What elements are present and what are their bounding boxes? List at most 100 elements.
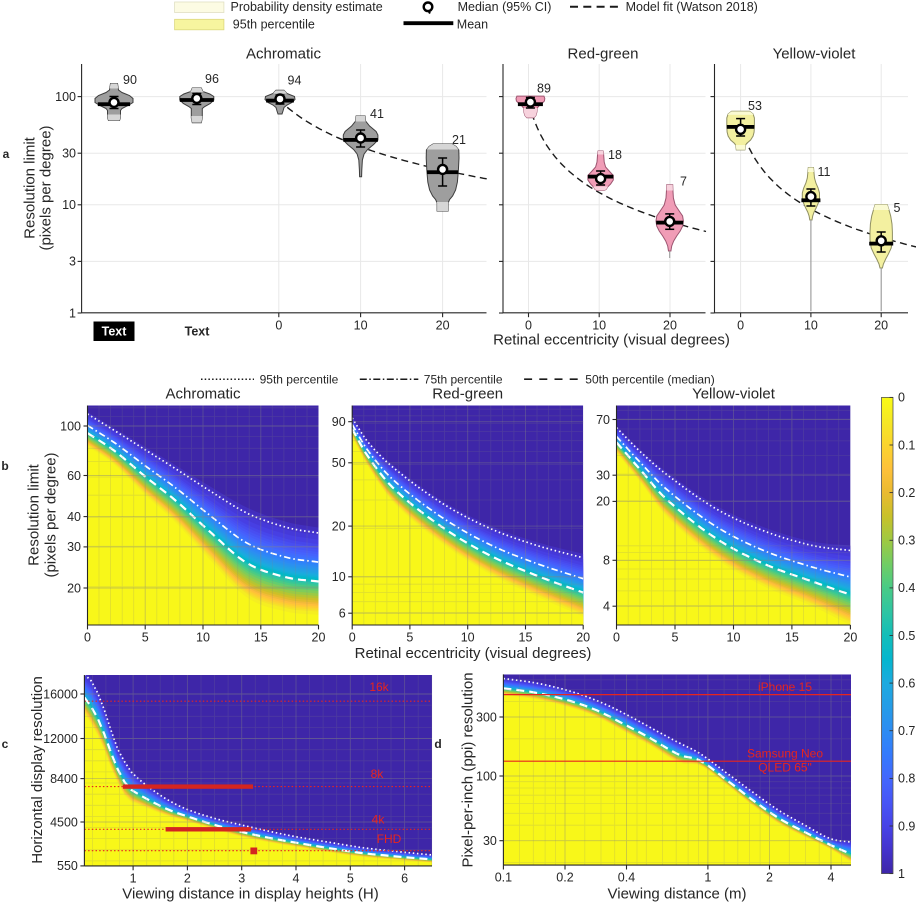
- svg-text:20: 20: [436, 319, 450, 333]
- svg-text:30: 30: [483, 834, 497, 848]
- svg-text:Text: Text: [185, 325, 211, 339]
- svg-text:a: a: [3, 147, 10, 161]
- svg-text:20: 20: [332, 519, 346, 533]
- svg-text:11: 11: [818, 165, 831, 179]
- svg-text:75th percentile: 75th percentile: [424, 373, 503, 387]
- svg-text:iPhone 15: iPhone 15: [758, 680, 812, 694]
- svg-text:10: 10: [332, 570, 346, 584]
- svg-text:20: 20: [67, 581, 81, 595]
- svg-text:8: 8: [603, 554, 610, 568]
- svg-text:40: 40: [67, 510, 81, 524]
- svg-text:1: 1: [898, 867, 905, 881]
- svg-text:5: 5: [672, 631, 679, 645]
- svg-text:5: 5: [347, 871, 354, 885]
- svg-text:FHD: FHD: [377, 832, 402, 846]
- svg-text:1: 1: [704, 871, 711, 885]
- svg-text:Viewing distance (m): Viewing distance (m): [608, 886, 747, 903]
- svg-text:16k: 16k: [369, 680, 389, 694]
- svg-text:Red-green: Red-green: [432, 386, 503, 403]
- svg-text:10: 10: [461, 631, 475, 645]
- svg-text:Retinal eccentricity (visual d: Retinal eccentricity (visual degrees): [355, 645, 592, 662]
- svg-text:20: 20: [843, 631, 857, 645]
- svg-text:0.1: 0.1: [495, 871, 512, 885]
- svg-text:16000: 16000: [43, 687, 78, 701]
- svg-text:Red-green: Red-green: [568, 46, 639, 63]
- svg-text:3: 3: [238, 871, 245, 885]
- svg-text:0: 0: [898, 391, 905, 405]
- svg-text:5: 5: [142, 631, 149, 645]
- svg-text:Horizontal display resolution: Horizontal display resolution: [29, 676, 46, 864]
- svg-text:89: 89: [537, 82, 551, 96]
- svg-text:70: 70: [596, 413, 610, 427]
- svg-text:0.6: 0.6: [898, 676, 915, 690]
- svg-text:300: 300: [476, 710, 497, 724]
- svg-text:21: 21: [452, 133, 466, 147]
- svg-text:1: 1: [69, 306, 76, 320]
- svg-text:18: 18: [608, 148, 622, 162]
- svg-text:Resolution limit: Resolution limit: [26, 463, 43, 566]
- svg-text:0: 0: [349, 631, 356, 645]
- svg-text:100: 100: [55, 90, 76, 104]
- svg-text:4: 4: [603, 600, 610, 614]
- svg-text:10: 10: [354, 319, 368, 333]
- svg-text:7: 7: [680, 175, 687, 189]
- svg-text:Achromatic: Achromatic: [165, 386, 241, 403]
- svg-text:Viewing distance in display he: Viewing distance in display heights (H): [122, 886, 379, 903]
- svg-text:53: 53: [748, 99, 762, 113]
- svg-text:(pixels per degree): (pixels per degree): [43, 452, 60, 577]
- svg-text:30: 30: [596, 469, 610, 483]
- svg-text:6: 6: [401, 871, 408, 885]
- svg-text:15: 15: [254, 631, 268, 645]
- svg-text:10: 10: [196, 631, 210, 645]
- svg-text:96: 96: [205, 72, 219, 86]
- svg-text:90: 90: [332, 415, 346, 429]
- svg-text:Pixel-per-inch (ppi) resolutio: Pixel-per-inch (ppi) resolution: [460, 672, 477, 867]
- svg-text:10: 10: [804, 319, 818, 333]
- svg-text:0.4: 0.4: [898, 581, 915, 595]
- svg-text:94: 94: [288, 74, 302, 88]
- svg-text:0.9: 0.9: [898, 819, 915, 833]
- svg-text:Retinal eccentricity (visual d: Retinal eccentricity (visual degrees): [493, 332, 730, 349]
- svg-text:8k: 8k: [371, 767, 385, 781]
- svg-text:20: 20: [596, 495, 610, 509]
- svg-text:1: 1: [130, 871, 137, 885]
- svg-text:550: 550: [57, 859, 78, 873]
- svg-text:20: 20: [874, 319, 888, 333]
- svg-text:4k: 4k: [372, 813, 386, 827]
- svg-text:2: 2: [184, 871, 191, 885]
- svg-text:0: 0: [525, 319, 532, 333]
- svg-text:Samsung Neo: Samsung Neo: [747, 747, 823, 761]
- svg-text:0.7: 0.7: [898, 724, 915, 738]
- svg-text:5: 5: [894, 201, 901, 215]
- svg-text:6: 6: [339, 607, 346, 621]
- svg-text:Resolution limit: Resolution limit: [22, 136, 39, 239]
- svg-text:95th percentile: 95th percentile: [233, 18, 315, 32]
- svg-text:30: 30: [62, 147, 76, 161]
- svg-text:0.4: 0.4: [618, 871, 635, 885]
- svg-text:20: 20: [663, 319, 677, 333]
- svg-text:0.5: 0.5: [898, 629, 915, 643]
- svg-text:0: 0: [737, 319, 744, 333]
- svg-text:100: 100: [476, 769, 497, 783]
- svg-text:b: b: [1, 459, 8, 473]
- svg-text:0: 0: [275, 319, 282, 333]
- svg-text:10: 10: [727, 631, 741, 645]
- svg-text:c: c: [2, 737, 9, 751]
- svg-text:Text: Text: [102, 325, 128, 339]
- svg-text:0.3: 0.3: [898, 534, 915, 548]
- svg-text:20: 20: [312, 631, 326, 645]
- svg-text:10: 10: [592, 319, 606, 333]
- svg-text:12000: 12000: [43, 732, 78, 746]
- svg-text:Achromatic: Achromatic: [246, 46, 322, 63]
- svg-text:0: 0: [613, 631, 620, 645]
- svg-text:100: 100: [60, 419, 81, 433]
- svg-text:60: 60: [67, 469, 81, 483]
- svg-text:Yellow-violet: Yellow-violet: [692, 386, 776, 403]
- svg-text:15: 15: [519, 631, 533, 645]
- svg-text:90: 90: [123, 73, 137, 87]
- svg-text:Mean: Mean: [457, 18, 488, 32]
- svg-text:95th percentile: 95th percentile: [260, 373, 339, 387]
- svg-text:4: 4: [293, 871, 300, 885]
- svg-text:Probability density estimate: Probability density estimate: [231, 0, 383, 14]
- svg-text:20: 20: [576, 631, 590, 645]
